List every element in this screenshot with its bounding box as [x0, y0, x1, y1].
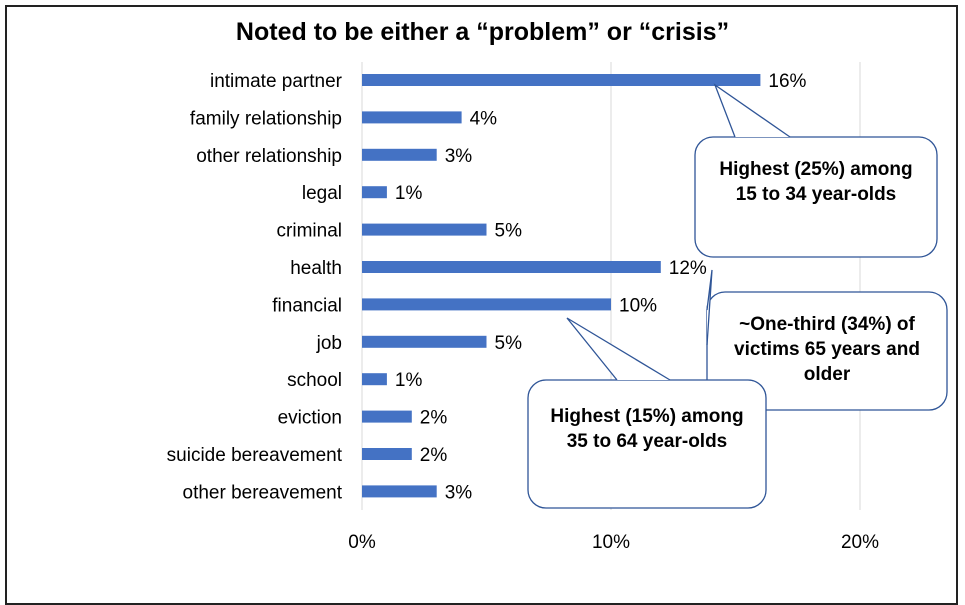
category-label: family relationship: [190, 108, 342, 129]
data-label: 1%: [395, 370, 423, 391]
bar: [362, 298, 611, 311]
callout-text: ~One-third (34%) of victims 65 years and…: [734, 314, 920, 385]
category-label: eviction: [278, 408, 342, 429]
data-label: 4%: [470, 108, 498, 129]
callout-shape: [706, 269, 948, 411]
category-label: other bereavement: [183, 482, 343, 503]
chart-title: Noted to be either a “problem” or “crisi…: [235, 18, 730, 46]
callout-pointer: [713, 83, 791, 138]
data-label: 3%: [445, 482, 473, 503]
bar: [362, 335, 487, 348]
category-label: suicide bereavement: [167, 445, 343, 466]
x-tick-label: 0%: [348, 532, 376, 553]
callout-box: [706, 291, 948, 411]
data-label: 16%: [768, 71, 806, 92]
data-label: 3%: [445, 146, 473, 167]
callout-text: Highest (25%) among 15 to 34 year-olds: [719, 159, 913, 205]
callout-pointer: [566, 317, 671, 381]
data-label: 12%: [669, 258, 707, 279]
callout-pointer: [706, 269, 713, 346]
callout-shape: [694, 83, 938, 258]
category-label: school: [287, 370, 342, 391]
bar: [362, 74, 761, 86]
category-label: legal: [302, 183, 342, 204]
x-tick-label: 10%: [592, 532, 630, 553]
bar: [362, 373, 387, 386]
data-label: 2%: [420, 408, 448, 429]
data-label: 2%: [420, 445, 448, 466]
category-label: financial: [272, 295, 342, 316]
callout-text: Highest (15%) among 35 to 64 year-olds: [550, 406, 744, 452]
data-label: 10%: [619, 295, 657, 316]
bar: [362, 111, 462, 124]
callout-shape: [527, 317, 767, 509]
bar: [362, 186, 387, 199]
callout-box: [694, 136, 938, 258]
bar: [362, 448, 412, 460]
x-tick-label: 20%: [841, 532, 879, 553]
bar: [362, 148, 437, 161]
category-label: job: [316, 333, 342, 354]
data-label: 1%: [395, 183, 423, 204]
bar-chart: intimate partner 16% family relationship 4%…: [167, 62, 948, 553]
bar: [362, 410, 412, 423]
category-label: criminal: [277, 221, 342, 242]
bar: [362, 223, 487, 236]
data-label: 5%: [495, 333, 523, 354]
category-label: intimate partner: [210, 71, 343, 92]
bar: [362, 261, 661, 273]
bar: [362, 485, 437, 498]
category-label: other relationship: [196, 146, 342, 167]
category-label: health: [290, 258, 342, 279]
data-label: 5%: [495, 221, 523, 242]
